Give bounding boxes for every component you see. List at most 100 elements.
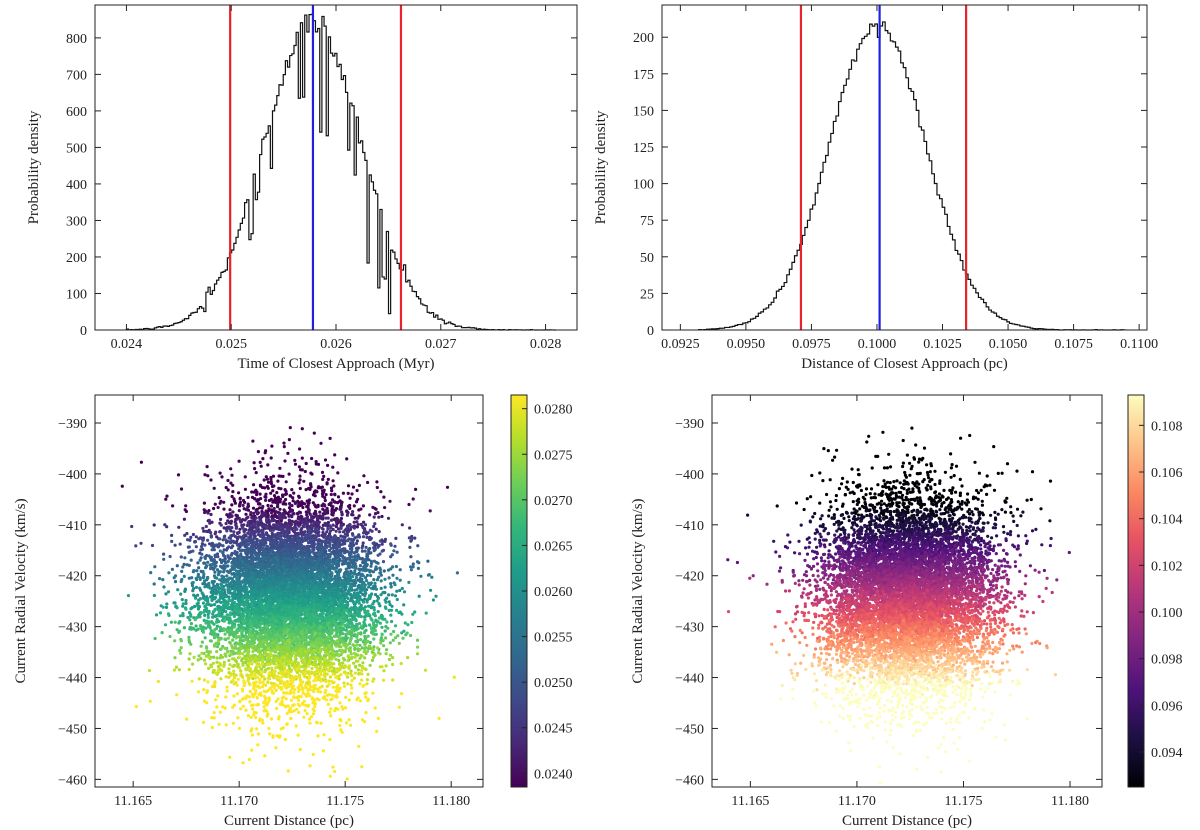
scatter-point <box>229 519 233 523</box>
scatter-point <box>277 514 281 518</box>
scatter-point <box>408 545 412 550</box>
scatter-point <box>304 461 308 466</box>
scatter-point <box>218 549 222 553</box>
x-tick-label: 0.0975 <box>792 337 831 352</box>
scatter-point <box>222 500 226 504</box>
y-tick-label: 75 <box>640 214 654 229</box>
scatter-point <box>383 577 387 581</box>
scatter-point <box>265 477 269 481</box>
scatter-point <box>362 584 366 588</box>
scatter-point <box>241 498 246 503</box>
scatter-point <box>277 568 281 572</box>
scatter-point <box>215 568 220 572</box>
scatter-point <box>262 478 266 482</box>
scatter-point <box>340 562 345 566</box>
scatter-point <box>233 560 237 564</box>
scatter-point <box>232 497 236 501</box>
scatter-point <box>312 556 316 560</box>
scatter-point <box>293 458 297 462</box>
scatter-point <box>227 571 231 575</box>
scatter-point <box>313 520 317 524</box>
scatter-point <box>291 575 296 579</box>
scatter-point <box>345 513 349 517</box>
scatter-point <box>221 544 225 548</box>
scatter-point <box>173 543 177 547</box>
scatter-point <box>262 556 266 560</box>
scatter-point <box>246 521 250 525</box>
scatter-point <box>269 508 274 512</box>
scatter-point <box>234 552 239 557</box>
scatter-point <box>212 486 216 490</box>
scatter-point <box>281 573 285 577</box>
scatter-point <box>182 574 186 579</box>
scatter-point <box>313 584 317 588</box>
scatter-point <box>351 485 356 489</box>
scatter-point <box>230 503 234 507</box>
scatter-point <box>162 557 166 561</box>
scatter-point <box>162 552 166 556</box>
scatter-point <box>390 553 394 557</box>
scatter-point <box>321 527 325 531</box>
scatter-point <box>313 567 318 571</box>
scatter-point <box>243 475 247 479</box>
scatter-point <box>284 560 288 564</box>
scatter-point <box>321 573 325 577</box>
scatter-point <box>343 542 347 546</box>
scatter-point <box>246 538 250 542</box>
scatter-point <box>291 496 295 500</box>
scatter-point <box>323 510 327 514</box>
scatter-point <box>387 593 391 597</box>
scatter-point <box>220 586 224 590</box>
scatter-point <box>297 465 301 469</box>
scatter-point <box>260 535 264 539</box>
scatter-point <box>261 575 265 579</box>
scatter-point <box>328 436 332 440</box>
scatter-point <box>306 586 310 590</box>
scatter-point <box>328 529 333 533</box>
scatter-point <box>315 505 319 509</box>
scatter-point <box>258 506 262 510</box>
x-tick-label: 0.026 <box>320 337 352 352</box>
scatter-point <box>284 568 288 573</box>
scatter-point <box>387 576 391 580</box>
scatter-point <box>356 553 360 557</box>
scatter-point <box>177 525 181 529</box>
scatter-point <box>293 568 297 572</box>
scatter-point <box>152 523 156 527</box>
scatter-point <box>208 521 212 525</box>
scatter-point <box>289 571 293 575</box>
scatter-point <box>212 584 216 588</box>
scatter-point <box>332 535 336 539</box>
scatter-point <box>361 568 365 572</box>
scatter-point <box>352 551 356 555</box>
scatter-point <box>267 537 271 542</box>
scatter-point <box>200 547 205 551</box>
scatter-point <box>253 467 257 471</box>
scatter-point <box>343 532 347 536</box>
scatter-point <box>220 475 224 479</box>
scatter-point <box>429 588 433 592</box>
scatter-point <box>313 503 317 507</box>
scatter-point <box>329 518 333 522</box>
scatter-point <box>191 580 195 585</box>
scatter-point <box>408 526 412 530</box>
scatter-point <box>251 439 255 443</box>
scatter-point <box>242 529 246 533</box>
scatter-point <box>220 574 224 578</box>
scatter-point <box>282 500 286 504</box>
scatter-point <box>345 561 349 565</box>
scatter-point <box>269 550 273 554</box>
scatter-point <box>231 510 235 514</box>
scatter-point <box>270 444 274 448</box>
scatter-point <box>347 529 351 533</box>
scatter-point <box>227 576 232 580</box>
scatter-point <box>206 538 210 542</box>
scatter-point <box>353 516 357 520</box>
scatter-point <box>266 503 270 508</box>
scatter-point <box>290 488 294 492</box>
scatter-point <box>328 502 332 506</box>
scatter-point <box>324 493 328 497</box>
scatter-point <box>266 480 271 484</box>
scatter-point <box>269 491 273 495</box>
y-tick-label: 800 <box>66 32 87 47</box>
